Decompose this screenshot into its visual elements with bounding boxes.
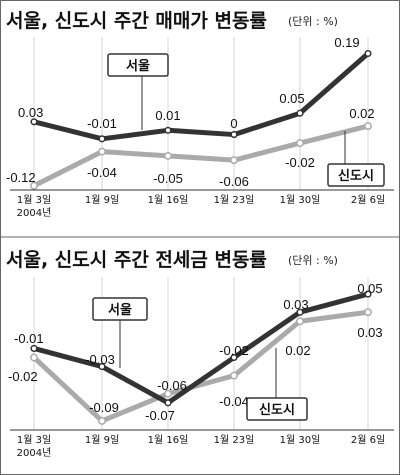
chart1-newtown-point-4: [296, 139, 304, 148]
chart2-newtown-legend-box: [246, 397, 308, 421]
chart2-newtown-label-5: 0.03: [357, 325, 382, 340]
chart2-newtown-legend: 신도시: [259, 403, 295, 418]
chart2-newtown-line: [32, 309, 369, 424]
chart1-seoul-label-3: 0: [230, 116, 237, 131]
chart1-seoul-label-4: 0.05: [279, 91, 304, 106]
chart2-unit: (단위 : %): [288, 254, 338, 267]
chart2-tick-2: 1월 16일: [148, 434, 189, 446]
chart1-tick-3: 1월 23일: [214, 194, 255, 206]
chart1-seoul-point-3: [230, 131, 238, 139]
chart2-seoul-label-4: 0.03: [283, 297, 308, 312]
chart2-tick-0: 1월 3일: [17, 434, 51, 446]
chart2-seoul-point-4: [296, 308, 304, 316]
chart2-seoul-label-2: -0.07: [145, 408, 175, 423]
chart1-newtown-point-2: [164, 151, 172, 160]
chart2-seoul-point-0: [30, 344, 38, 352]
chart1-tick-5: 2월 6일: [351, 194, 385, 206]
chart1-seoul-point-2: [164, 126, 172, 134]
chart1-tick-4: 1월 30일: [280, 194, 321, 206]
chart1-seoul-point-5: [364, 49, 372, 58]
chart2-seoul-point-5: [364, 290, 372, 298]
panel-sale-price: 서울, 신도시 주간 매매가 변동률 (단위 : %) 0.03 -0.01 0…: [6, 10, 394, 219]
chart1-tick-2: 1월 16일: [148, 194, 189, 206]
chart1-seoul-point-0: [30, 118, 38, 126]
chart2-newtown-point-5: [364, 308, 372, 317]
chart1-seoul-label-5: 0.19: [334, 35, 359, 50]
chart2-seoul-legend-box: [92, 297, 148, 321]
panel-jeonse-deposit: 서울, 신도시 주간 전세금 변동률 (단위 : %) -0.01 -0.03 …: [6, 249, 394, 459]
chart2-newtown-point-4: [296, 317, 304, 326]
chart1-newtown-line: [32, 123, 369, 188]
chart1-newtown-label-1: -0.04: [87, 165, 117, 180]
chart2-points: [30, 290, 372, 425]
chart2-newtown-label-3: -0.04: [219, 394, 249, 409]
chart1-gridlines: [33, 37, 369, 190]
chart1-seoul-point-1: [98, 135, 106, 143]
chart2-seoul-point-3: [230, 353, 238, 362]
chart1-newtown-label-2: -0.05: [153, 171, 183, 186]
chart2-newtown-point-1: [98, 416, 106, 425]
chart2-newtown-point-3: [230, 371, 238, 380]
chart1-newtown-label-3: -0.06: [219, 174, 249, 189]
chart1-newtown-label-4: -0.02: [285, 155, 315, 170]
chart1-newtown-label-0: -0.12: [6, 170, 36, 185]
chart1-title: 서울, 신도시 주간 매매가 변동률: [6, 10, 267, 32]
chart1-newtown-label-5: 0.02: [349, 106, 374, 121]
chart1-series-lines: [32, 51, 370, 188]
chart2-seoul-line: [33, 291, 369, 406]
chart2-seoul-point-2: [164, 399, 172, 407]
chart2-tick-1: 1월 9일: [85, 434, 119, 446]
chart1-unit: (단위 : %): [288, 15, 338, 28]
chart1-seoul-label-0: 0.03: [18, 105, 43, 120]
chart1-seoul-line: [33, 51, 370, 142]
chart2-newtown-label-2: -0.06: [157, 378, 187, 393]
chart1-seoul-label-2: 0.01: [155, 108, 180, 123]
chart1-seoul-legend-box: [107, 53, 169, 77]
chart2-seoul-legend: 서울: [108, 302, 132, 318]
chart1-newtown-point-5: [364, 122, 372, 130]
chart2-seoul-label-1: -0.03: [85, 352, 115, 367]
chart1-newtown-point-0: [30, 181, 38, 190]
chart2-tick-5: 2월 6일: [351, 434, 385, 446]
chart2-seoul-label-5: 0.05: [357, 281, 382, 296]
chart1-seoul-point-4: [296, 109, 304, 117]
chart1-newtown-legend-box: [327, 163, 385, 187]
chart2-tick-4: 1월 30일: [280, 434, 321, 446]
chart2-year-note: 2004년: [17, 447, 52, 459]
chart2-tick-3: 1월 23일: [214, 434, 255, 446]
chart1-seoul-legend: 서울: [126, 58, 150, 74]
chart1-year-note: 2004년: [17, 207, 52, 219]
chart2-newtown-point-0: [30, 353, 38, 362]
chart1-seoul-label-1: -0.01: [87, 116, 117, 131]
chart2-series-lines: [32, 291, 369, 424]
chart1-newtown-legend: 신도시: [338, 169, 374, 184]
chart1-tick-0: 1월 3일: [17, 194, 51, 206]
chart2-seoul-label-3: -0.02: [219, 343, 249, 358]
chart1-points: [30, 49, 372, 190]
chart1-tick-1: 1월 9일: [85, 194, 119, 206]
chart1-newtown-point-3: [230, 156, 238, 165]
chart2-newtown-label-0: -0.02: [8, 369, 38, 384]
chart2-newtown-point-2: [164, 389, 172, 398]
chart2-seoul-label-0: -0.01: [14, 331, 44, 346]
chart1-newtown-point-1: [98, 147, 106, 156]
chart2-newtown-label-1: -0.09: [89, 400, 119, 415]
chart2-newtown-label-4: 0.02: [285, 343, 310, 358]
chart2-title: 서울, 신도시 주간 전세금 변동률: [6, 249, 267, 271]
chart2-seoul-point-1: [98, 363, 106, 371]
